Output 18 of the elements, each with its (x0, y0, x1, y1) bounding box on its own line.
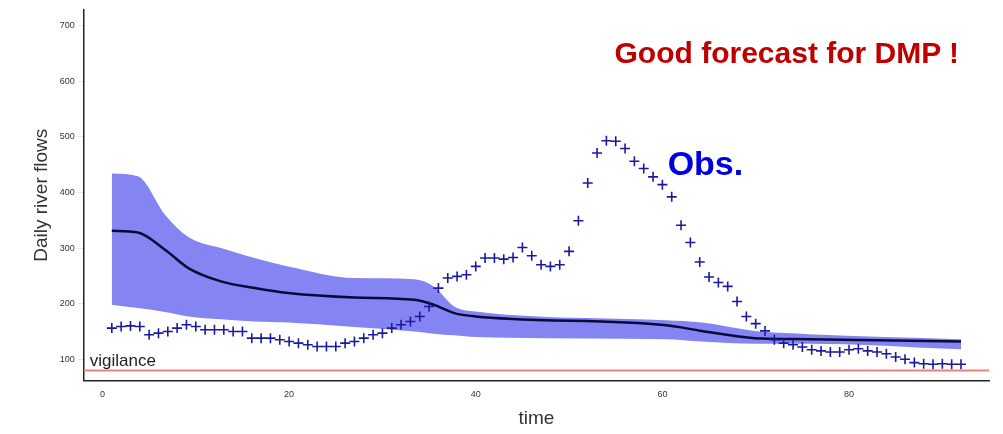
line-series (110, 229, 963, 343)
x-axis-title: time (518, 406, 555, 428)
x-tick-label: 20 (284, 389, 295, 400)
annotation: Good forecast for DMP ! (614, 36, 959, 70)
annotation: Obs. (667, 143, 744, 182)
y-tick-label: 500 (59, 131, 75, 142)
x-tick-label: 40 (470, 389, 481, 400)
y-axis-title: Daily river flows (29, 128, 51, 262)
y-tick-label: 100 (59, 353, 75, 364)
x-tick-label: 0 (99, 389, 105, 400)
y-tick-label: 400 (59, 186, 75, 197)
y-tick-label: 300 (59, 242, 75, 253)
y-tick-label: 200 (59, 298, 75, 309)
x-tick-label: 60 (657, 389, 668, 400)
ref-line-label: vigilance (89, 350, 156, 370)
x-tick-label: 80 (844, 389, 855, 400)
y-tick-label: 600 (59, 75, 75, 86)
y-tick-label: 700 (59, 20, 75, 31)
